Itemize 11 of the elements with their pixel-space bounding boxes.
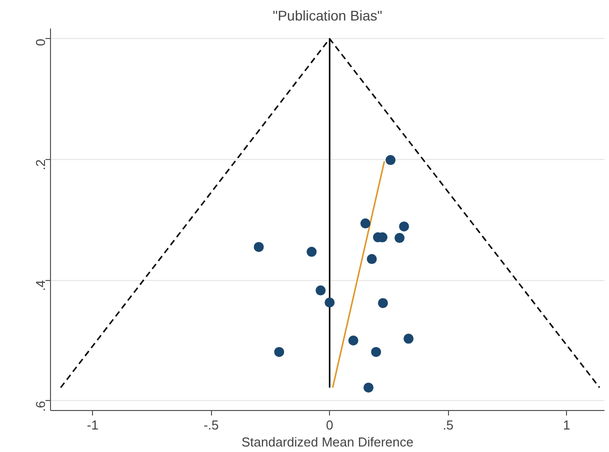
y-tick-label: .4	[33, 280, 48, 291]
x-tick-label: 1	[562, 418, 570, 432]
y-tick-label: .6	[33, 400, 48, 412]
x-axis-title: Standardized Mean Diference	[242, 434, 414, 450]
x-tick-label: -.5	[204, 418, 219, 432]
x-tick-label: 0	[326, 418, 334, 432]
chart-title: "Publication Bias"	[272, 8, 382, 24]
x-tick-label: .5	[442, 418, 454, 432]
x-tick-label: -1	[86, 418, 98, 432]
y-tick-label: .2	[33, 159, 48, 170]
y-tick-label: 0	[33, 38, 48, 46]
